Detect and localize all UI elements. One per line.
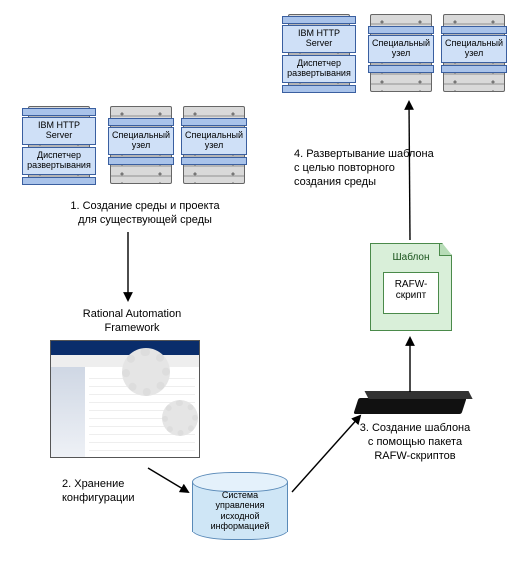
raf-screenshot bbox=[50, 340, 200, 458]
badge-b2-top bbox=[368, 26, 434, 34]
badge-b3-bot bbox=[441, 65, 507, 73]
badge-b1-bot bbox=[282, 85, 356, 93]
plate-b1-top: IBM HTTP Server bbox=[282, 25, 356, 53]
plate-a1-bot: Диспетчер развертывания bbox=[22, 147, 96, 175]
step2-caption: 2. Хранение конфигурации bbox=[62, 478, 172, 506]
step4-caption: 4. Развертывание шаблона с целью повторн… bbox=[294, 148, 474, 189]
plate-b1-bot: Диспетчер развертывания bbox=[282, 55, 356, 83]
badge-a3-top bbox=[181, 118, 247, 126]
plate-b2: Специальный узел bbox=[368, 35, 434, 63]
step1-caption: 1. Создание среды и проекта для существу… bbox=[40, 200, 250, 228]
db-cylinder: Система управления исходной информацией bbox=[192, 472, 288, 540]
badge-b2-bot bbox=[368, 65, 434, 73]
appliance bbox=[353, 398, 466, 414]
badge-a1-top bbox=[22, 108, 96, 116]
badge-a2-top bbox=[108, 118, 174, 126]
badge-a2-bot bbox=[108, 157, 174, 165]
plate-b3: Специальный узел bbox=[441, 35, 507, 63]
badge-a1-bot bbox=[22, 177, 96, 185]
plate-a3: Специальный узел bbox=[181, 127, 247, 155]
badge-a3-bot bbox=[181, 157, 247, 165]
gear-icon-1 bbox=[122, 348, 170, 396]
db-label: Система управления исходной информацией bbox=[192, 490, 288, 531]
plate-a1-top: IBM HTTP Server bbox=[22, 117, 96, 145]
badge-b3-top bbox=[441, 26, 507, 34]
badge-b1-top bbox=[282, 16, 356, 24]
template-note: Шаблон RAFW- скрипт bbox=[370, 243, 452, 331]
plate-a2: Специальный узел bbox=[108, 127, 174, 155]
template-box: RAFW- скрипт bbox=[383, 272, 439, 314]
raf-title: Rational Automation Framework bbox=[62, 308, 202, 336]
template-title: Шаблон bbox=[371, 252, 451, 263]
step3-caption: 3. Создание шаблона с помощью пакета RAF… bbox=[340, 422, 490, 463]
gear-icon-2 bbox=[162, 400, 198, 436]
